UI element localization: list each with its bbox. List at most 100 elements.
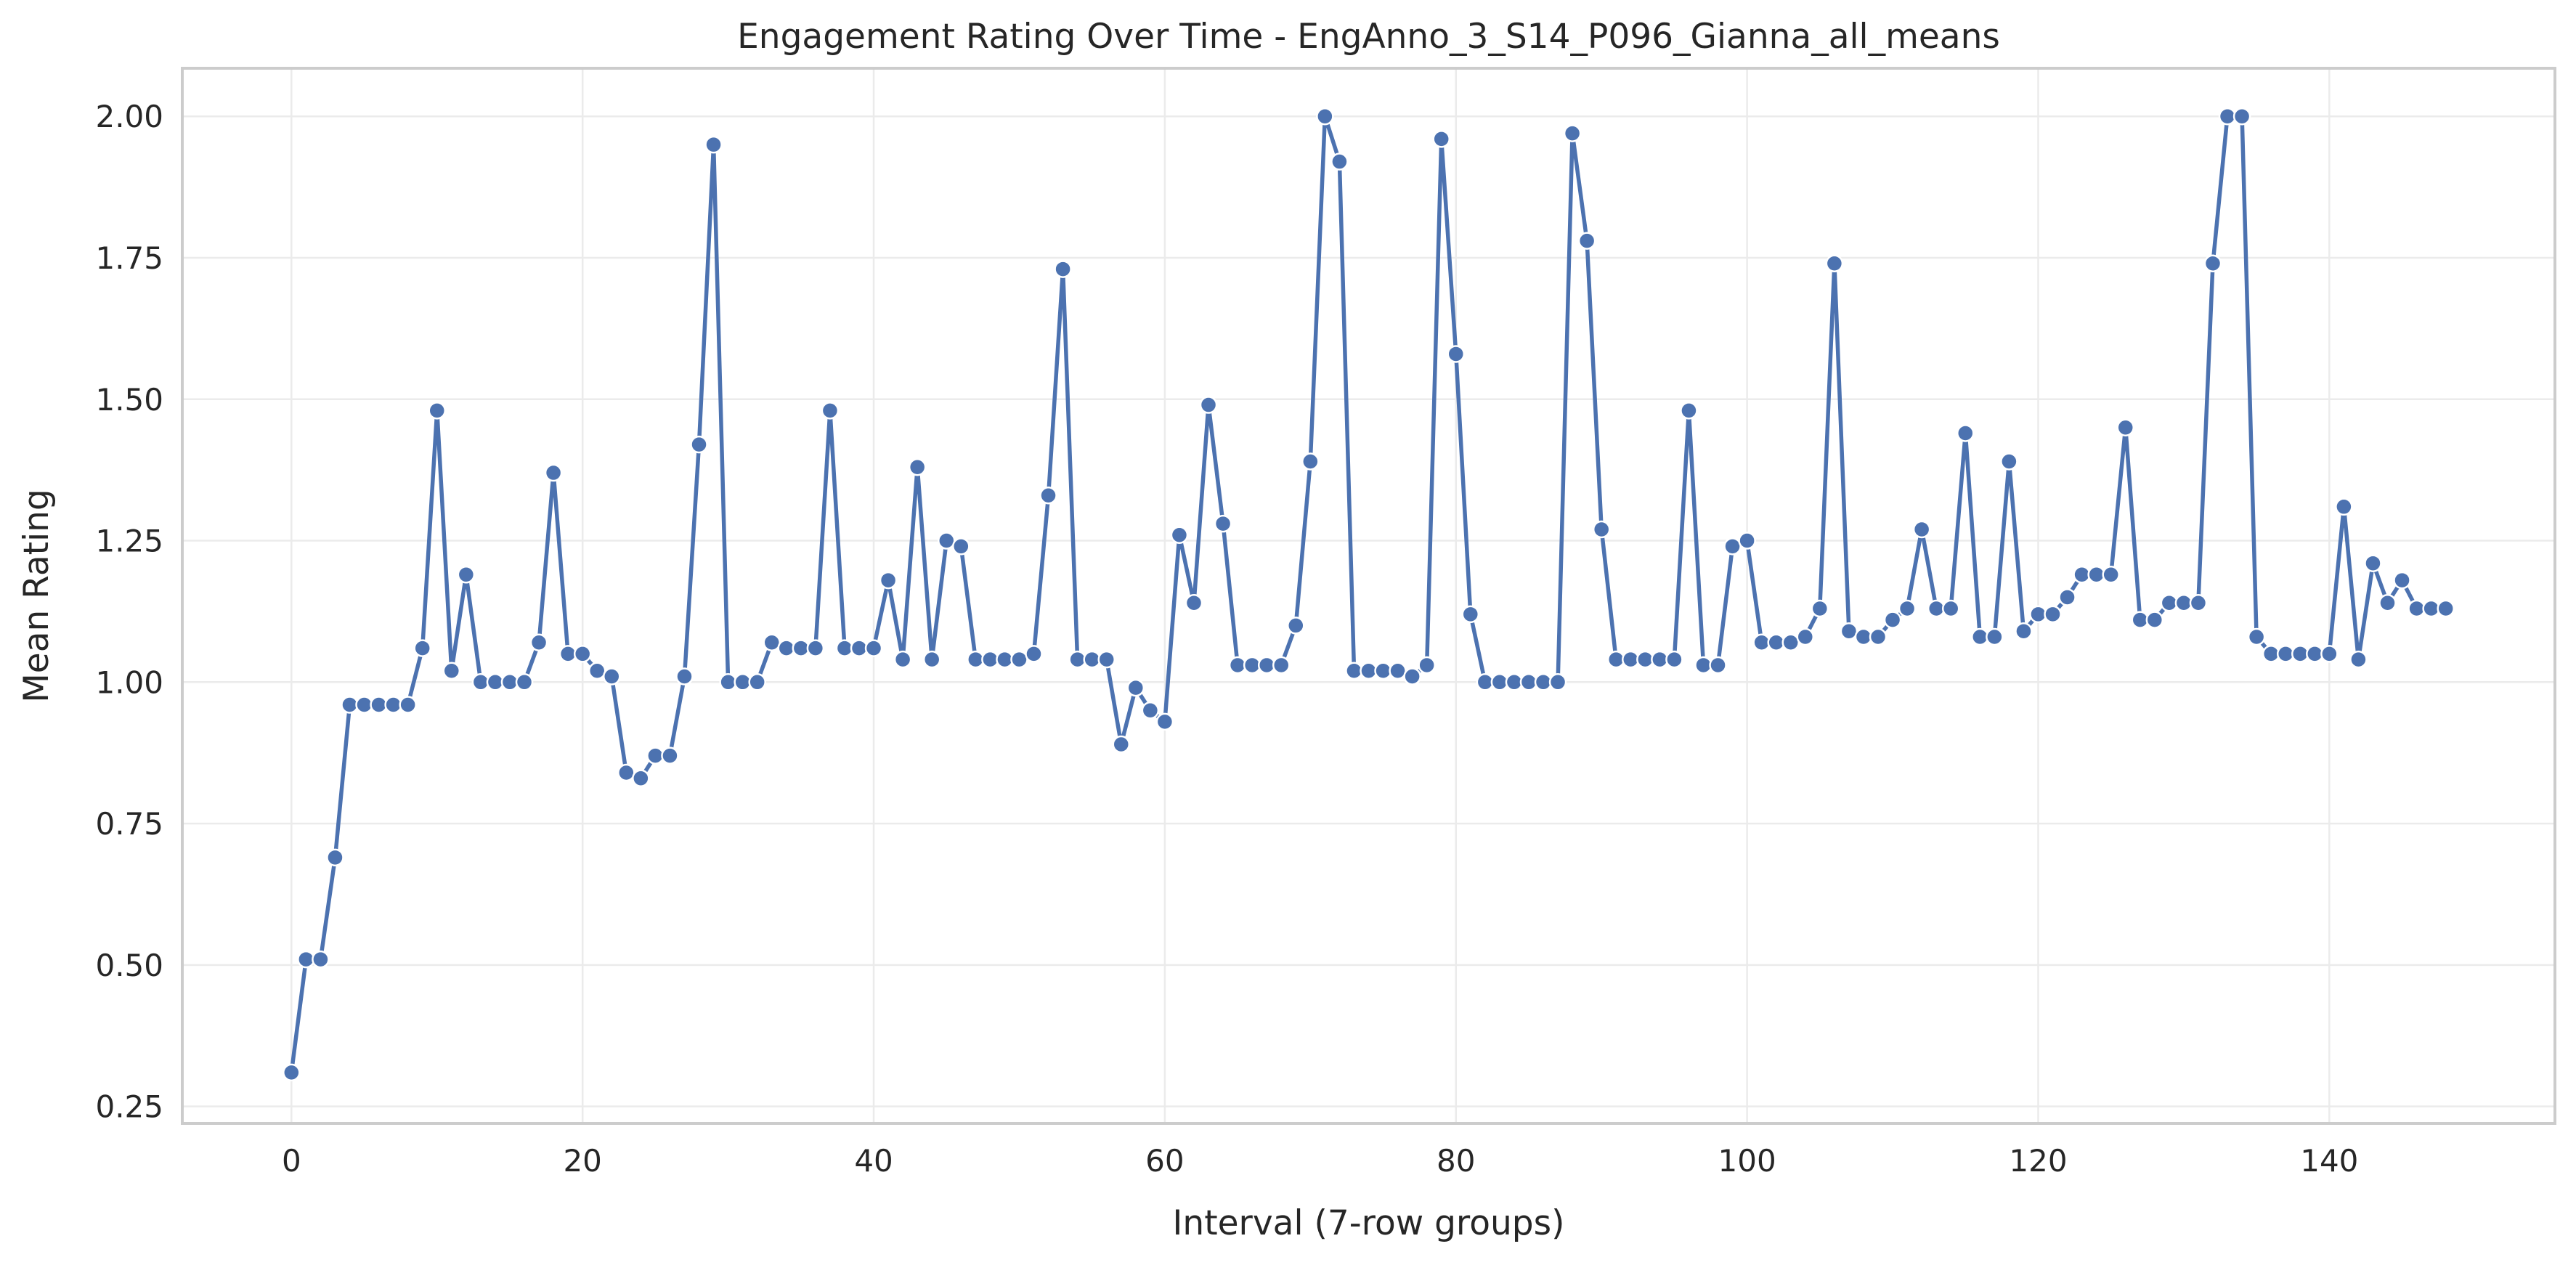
data-point [1054,260,1072,278]
data-point [2291,645,2309,663]
data-point [1709,656,1727,675]
data-point [2247,627,2266,646]
data-point [2306,645,2324,663]
data-point [1796,627,1815,646]
data-point [1622,650,1640,669]
data-point [1723,537,1742,556]
data-point [515,673,534,691]
data-point [1461,605,1480,624]
data-point [2160,593,2179,612]
data-point [1606,650,1625,669]
data-point [486,673,505,691]
data-point [835,639,854,657]
data-point [632,769,650,788]
data-point [1840,622,1858,640]
data-point [1927,599,1946,618]
x-tick-label: 40 [854,1143,893,1179]
data-point [1155,712,1174,731]
data-point [2116,418,2134,436]
data-point [2044,605,2062,624]
x-tick-label: 100 [1718,1143,1776,1179]
x-tick-label: 20 [563,1143,601,1179]
y-axis-title: Mean Rating [17,489,57,703]
data-point [1665,650,1683,669]
data-point [1490,673,1509,691]
data-point [661,747,679,765]
data-point [603,667,621,686]
data-point [2335,497,2353,516]
chart-title: Engagement Rating Over Time - EngAnno_3_… [737,17,2000,57]
data-point [2422,599,2440,618]
data-point [1360,662,1378,680]
data-point [1519,673,1538,691]
data-point [1330,152,1349,171]
data-point [1986,627,2004,646]
data-point [617,763,635,782]
y-tick-label: 0.75 [95,806,163,842]
data-point [1447,345,1466,363]
x-axis-title: Interval (7-row groups) [1173,1203,1565,1243]
y-tick-label: 0.50 [95,948,163,983]
data-point [864,639,883,657]
data-point [413,639,431,657]
data-point [792,639,810,657]
data-point [1243,656,1261,675]
data-point [2262,645,2280,663]
data-point [1636,650,1654,669]
data-point [821,402,840,420]
data-point [1752,633,1771,652]
data-point [1418,656,1436,675]
data-point [922,650,941,669]
x-tick-label: 140 [2300,1143,2358,1179]
series-group [283,107,2455,1082]
data-point [1651,650,1669,669]
data-point [967,650,985,669]
data-point [1287,617,1305,635]
data-point [2276,645,2295,663]
data-point [893,650,912,669]
data-point [2102,566,2120,584]
y-tick-label: 1.25 [95,524,163,559]
data-point [2131,611,2150,629]
data-point [1563,124,1582,142]
data-point [428,402,447,420]
data-point [1912,520,1931,539]
data-point [996,650,1014,669]
data-point [544,463,563,482]
data-point [1010,650,1028,669]
data-point [1577,232,1596,250]
data-point [1112,735,1131,754]
data-point [952,537,970,556]
data-point [748,673,766,691]
data-point [704,135,723,154]
data-point [370,696,388,714]
data-point [777,639,796,657]
data-point [908,458,927,476]
data-point [2203,254,2222,273]
x-tick-label: 80 [1437,1143,1475,1179]
data-point [1548,673,1567,691]
data-point [471,673,490,691]
data-point [1403,667,1421,686]
data-point [850,639,869,657]
data-point [1228,656,1247,675]
data-point [1898,599,1917,618]
data-point [2145,611,2164,629]
data-point [1374,662,1392,680]
data-point [1476,673,1495,691]
y-tick-label: 1.75 [95,240,163,276]
data-point [2015,622,2033,640]
y-axis-ticks: 0.25 0.50 0.75 1.00 1.25 1.50 1.75 2.00 [95,99,163,1124]
y-tick-label: 2.00 [95,99,163,134]
data-point [1781,633,1800,652]
data-point [1025,645,1043,663]
data-point [1432,130,1450,148]
data-point [1854,627,1873,646]
data-point [1126,678,1145,697]
data-point [938,532,956,550]
data-point [573,645,592,663]
data-point [2393,571,2411,590]
plot-area-frame [181,67,2556,1125]
data-point [1083,650,1101,669]
